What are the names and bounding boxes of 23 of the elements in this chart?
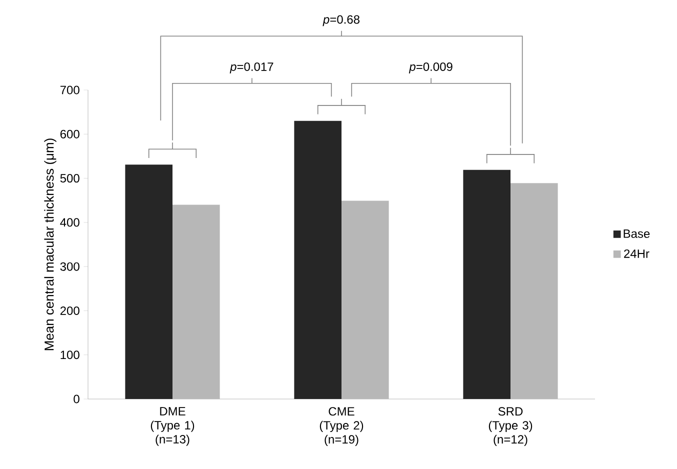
text: p=0.68: [322, 15, 360, 26]
y-tick-label: 400: [60, 218, 80, 227]
y-tick-label: 200: [60, 306, 80, 315]
bar: [510, 183, 558, 399]
y-tick-label: 700: [60, 86, 80, 94]
x-tick-label: DME (Type 1) (n=13): [150, 407, 194, 446]
x-tick-label: CME (Type 2) (n=19): [320, 407, 364, 446]
y-tick-label: 100: [60, 350, 80, 360]
legend-label: 24Hr: [624, 249, 650, 258]
legend-label: Base: [624, 230, 650, 238]
bar: [294, 120, 342, 399]
y-tick-label: 300: [60, 262, 80, 271]
bar: [342, 200, 389, 399]
bar: [172, 204, 220, 399]
y-tick-label: 0: [74, 394, 80, 404]
bar: [125, 164, 172, 399]
x-tick-label: SRD (Type 3) (n=12): [488, 407, 532, 446]
text: p=0.017: [230, 62, 274, 74]
y-axis-title: Mean central macular thickness (μm): [44, 138, 56, 350]
text: p=0.009: [408, 62, 452, 74]
y-tick-label: 500: [60, 174, 80, 183]
bar: [463, 170, 510, 399]
y-tick-label: 600: [60, 130, 80, 138]
